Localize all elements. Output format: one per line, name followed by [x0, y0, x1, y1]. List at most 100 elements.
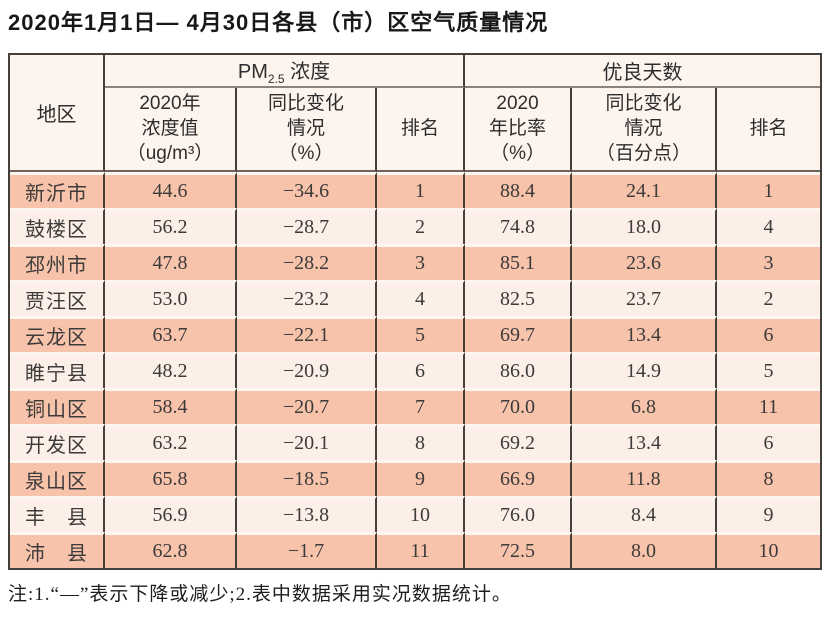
pm-change-cell: −28.7	[237, 207, 377, 244]
air-quality-table: 地区 PM2.5 浓度 优良天数 2020年 浓度值 （ug/m³） 同比变化 …	[8, 52, 823, 570]
pm-change-cell: −13.8	[237, 495, 377, 532]
pm-value-cell: 63.7	[105, 315, 237, 352]
good-change-cell: 24.1	[572, 171, 718, 208]
column-group-pm25: PM2.5 浓度	[105, 54, 466, 88]
good-ratio-cell: 86.0	[465, 351, 573, 388]
pm-rank-cell: 8	[377, 423, 466, 460]
good-change-cell: 23.7	[572, 279, 718, 316]
pm-value-cell: 56.2	[105, 207, 237, 244]
pm-value-cell: 44.6	[105, 171, 237, 208]
pm-value-cell: 53.0	[105, 279, 237, 316]
footnote: 注:1.“—”表示下降或减少;2.表中数据采用实况数据统计。	[8, 583, 512, 605]
good-change-cell: 6.8	[572, 387, 718, 424]
table-row: 铜山区 58.4 −20.7 7 70.0 6.8 11	[10, 387, 821, 424]
pm-rank-cell: 9	[377, 459, 466, 496]
good-rank-cell: 11	[717, 387, 821, 424]
region-cell: 铜山区	[10, 387, 105, 424]
region-cell: 泉山区	[10, 459, 105, 496]
header-group-row: 地区 PM2.5 浓度 优良天数	[10, 54, 821, 172]
good-change-cell: 13.4	[572, 315, 718, 352]
pm-rank-cell: 4	[377, 279, 466, 316]
good-change-cell: 11.8	[572, 459, 718, 496]
pm-value-cell: 47.8	[105, 243, 237, 280]
pm-value-cell: 62.8	[105, 531, 237, 568]
table-row: 邳州市 47.8 −28.2 3 85.1 23.6 3	[10, 243, 821, 280]
table-row: 新沂市 44.6 −34.6 1 88.4 24.1 1	[10, 171, 821, 208]
region-cell: 云龙区	[10, 315, 105, 352]
column-header-region: 地区	[10, 54, 105, 172]
table-row: 云龙区 63.7 −22.1 5 69.7 13.4 6	[10, 315, 821, 352]
good-ratio-cell: 82.5	[465, 279, 573, 316]
pm-rank-cell: 10	[377, 495, 466, 532]
column-group-good-days: 优良天数	[465, 54, 821, 88]
pm-value-cell: 63.2	[105, 423, 237, 460]
region-cell: 睢宁县	[10, 351, 105, 388]
page-title: 2020年1月1日— 4月30日各县（市）区空气质量情况	[8, 10, 549, 35]
good-rank-cell: 3	[717, 243, 821, 280]
column-header-good-ratio: 2020 年比率 （%）	[465, 87, 573, 172]
table-row: 睢宁县 48.2 −20.9 6 86.0 14.9 5	[10, 351, 821, 388]
column-header-pm-change: 同比变化 情况 （%）	[237, 87, 377, 172]
column-header-pm-rank: 排名	[377, 87, 466, 172]
good-ratio-cell: 74.8	[465, 207, 573, 244]
good-ratio-cell: 72.5	[465, 531, 573, 568]
table-row: 鼓楼区 56.2 −28.7 2 74.8 18.0 4	[10, 207, 821, 244]
pm-rank-cell: 3	[377, 243, 466, 280]
pm-rank-cell: 5	[377, 315, 466, 352]
good-rank-cell: 10	[717, 531, 821, 568]
good-ratio-cell: 76.0	[465, 495, 573, 532]
column-header-good-change: 同比变化 情况 （百分点）	[572, 87, 718, 172]
region-cell: 新沂市	[10, 171, 105, 208]
column-header-good-rank: 排名	[717, 87, 821, 172]
region-cell: 鼓楼区	[10, 207, 105, 244]
good-rank-cell: 2	[717, 279, 821, 316]
good-ratio-cell: 85.1	[465, 243, 573, 280]
pm-rank-cell: 11	[377, 531, 466, 568]
pm-rank-cell: 6	[377, 351, 466, 388]
pm-change-cell: −20.7	[237, 387, 377, 424]
pm-change-cell: −18.5	[237, 459, 377, 496]
good-ratio-cell: 66.9	[465, 459, 573, 496]
good-change-cell: 13.4	[572, 423, 718, 460]
region-cell: 开发区	[10, 423, 105, 460]
pm-rank-cell: 1	[377, 171, 466, 208]
good-rank-cell: 9	[717, 495, 821, 532]
region-cell: 沛 县	[10, 531, 105, 568]
pm-change-cell: −23.2	[237, 279, 377, 316]
table-row: 丰 县 56.9 −13.8 10 76.0 8.4 9	[10, 495, 821, 532]
pm-value-cell: 65.8	[105, 459, 237, 496]
pm-change-cell: −1.7	[237, 531, 377, 568]
good-rank-cell: 4	[717, 207, 821, 244]
region-cell: 贾汪区	[10, 279, 105, 316]
good-ratio-cell: 69.7	[465, 315, 573, 352]
pm-value-cell: 58.4	[105, 387, 237, 424]
pm-change-cell: −22.1	[237, 315, 377, 352]
column-header-pm-value: 2020年 浓度值 （ug/m³）	[105, 87, 237, 172]
good-change-cell: 8.4	[572, 495, 718, 532]
pm-change-cell: −20.9	[237, 351, 377, 388]
good-change-cell: 18.0	[572, 207, 718, 244]
pm25-label: PM	[237, 60, 268, 83]
table-row: 泉山区 65.8 −18.5 9 66.9 11.8 8	[10, 459, 821, 496]
good-change-cell: 8.0	[572, 531, 718, 568]
header-sub-row: 2020年 浓度值 （ug/m³） 同比变化 情况 （%） 排名 2020 年比…	[10, 87, 821, 172]
pm-change-cell: −20.1	[237, 423, 377, 460]
good-ratio-cell: 69.2	[465, 423, 573, 460]
region-cell: 邳州市	[10, 243, 105, 280]
good-rank-cell: 6	[717, 315, 821, 352]
pm-rank-cell: 2	[377, 207, 466, 244]
pm25-subscript: 2.5	[267, 71, 285, 86]
table-row: 贾汪区 53.0 −23.2 4 82.5 23.7 2	[10, 279, 821, 316]
good-rank-cell: 5	[717, 351, 821, 388]
pm-rank-cell: 7	[377, 387, 466, 424]
good-ratio-cell: 88.4	[465, 171, 573, 208]
pm-change-cell: −28.2	[237, 243, 377, 280]
good-change-cell: 23.6	[572, 243, 718, 280]
table-row: 开发区 63.2 −20.1 8 69.2 13.4 6	[10, 423, 821, 460]
pm-value-cell: 56.9	[105, 495, 237, 532]
pm-change-cell: −34.6	[237, 171, 377, 208]
good-rank-cell: 6	[717, 423, 821, 460]
good-change-cell: 14.9	[572, 351, 718, 388]
pm-value-cell: 48.2	[105, 351, 237, 388]
